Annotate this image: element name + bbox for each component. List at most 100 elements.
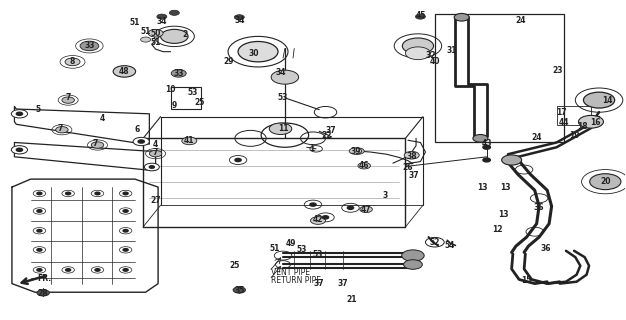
Text: 34: 34 xyxy=(234,16,245,25)
Circle shape xyxy=(123,229,128,232)
Text: 6: 6 xyxy=(134,125,140,134)
Text: 30: 30 xyxy=(249,49,259,58)
Circle shape xyxy=(120,267,132,273)
Text: 52: 52 xyxy=(429,238,440,247)
Text: 3: 3 xyxy=(382,190,387,200)
Text: 1: 1 xyxy=(309,144,314,153)
Text: 37: 37 xyxy=(337,279,348,288)
Circle shape xyxy=(454,13,469,21)
Text: 33: 33 xyxy=(173,69,184,78)
Text: 53: 53 xyxy=(297,245,307,254)
Text: 28: 28 xyxy=(38,289,48,298)
Circle shape xyxy=(91,142,104,148)
Text: 4: 4 xyxy=(100,114,105,123)
Circle shape xyxy=(33,190,46,197)
Text: 25: 25 xyxy=(230,261,240,270)
Text: 17: 17 xyxy=(557,108,567,117)
Text: 54: 54 xyxy=(444,241,454,250)
Text: 7: 7 xyxy=(58,124,63,132)
Circle shape xyxy=(310,203,316,206)
Bar xyxy=(171,87,200,109)
Text: 11: 11 xyxy=(278,124,288,132)
Circle shape xyxy=(483,158,490,162)
Circle shape xyxy=(120,208,132,214)
Text: 4: 4 xyxy=(153,140,158,149)
Text: 31: 31 xyxy=(446,45,457,55)
Circle shape xyxy=(120,228,132,234)
Circle shape xyxy=(161,29,188,44)
Circle shape xyxy=(578,116,603,128)
Circle shape xyxy=(347,206,354,209)
Circle shape xyxy=(172,69,186,77)
Text: 15: 15 xyxy=(521,276,532,285)
Circle shape xyxy=(269,123,292,134)
Text: 9: 9 xyxy=(172,101,177,110)
Circle shape xyxy=(145,163,160,171)
Text: 37: 37 xyxy=(314,279,324,288)
Text: 45: 45 xyxy=(415,12,426,20)
Text: 51: 51 xyxy=(130,18,140,27)
Text: 35: 35 xyxy=(234,286,245,295)
Text: 13: 13 xyxy=(478,183,488,192)
Text: 44: 44 xyxy=(559,118,569,127)
Text: 37: 37 xyxy=(325,126,336,135)
Text: 51: 51 xyxy=(140,28,151,36)
Text: 7: 7 xyxy=(66,93,71,102)
Text: 20: 20 xyxy=(600,177,610,186)
Circle shape xyxy=(148,29,163,37)
Circle shape xyxy=(238,42,278,62)
Circle shape xyxy=(583,92,615,108)
Circle shape xyxy=(37,229,42,232)
Circle shape xyxy=(120,247,132,253)
Text: 53: 53 xyxy=(278,93,288,102)
Circle shape xyxy=(349,148,362,154)
Text: 48: 48 xyxy=(119,67,130,76)
Text: 19: 19 xyxy=(569,131,579,140)
Circle shape xyxy=(133,137,150,146)
Text: 43: 43 xyxy=(481,139,492,148)
Text: 47: 47 xyxy=(361,205,371,214)
Circle shape xyxy=(590,174,621,190)
Circle shape xyxy=(402,250,424,261)
Circle shape xyxy=(123,192,128,195)
Text: 18: 18 xyxy=(578,122,588,131)
Circle shape xyxy=(33,247,46,253)
Text: 24: 24 xyxy=(531,132,542,141)
Circle shape xyxy=(233,287,245,293)
Text: 46: 46 xyxy=(359,161,369,170)
Text: 12: 12 xyxy=(492,225,503,234)
Circle shape xyxy=(403,38,434,54)
Circle shape xyxy=(66,192,71,195)
Text: 42: 42 xyxy=(313,215,323,224)
Text: 36: 36 xyxy=(534,203,545,212)
Circle shape xyxy=(37,210,42,212)
Circle shape xyxy=(66,269,71,271)
Text: 40: 40 xyxy=(429,57,440,66)
Circle shape xyxy=(404,151,419,159)
Text: 2: 2 xyxy=(182,30,188,39)
Circle shape xyxy=(138,140,145,143)
Circle shape xyxy=(11,146,28,154)
Text: 50: 50 xyxy=(150,29,161,38)
Text: 13: 13 xyxy=(500,183,511,192)
Circle shape xyxy=(91,267,104,273)
Circle shape xyxy=(322,216,329,219)
Circle shape xyxy=(271,70,299,84)
Text: 37: 37 xyxy=(409,171,419,180)
Circle shape xyxy=(37,290,49,296)
Circle shape xyxy=(113,66,136,77)
Text: 51: 51 xyxy=(269,244,279,253)
Text: 51: 51 xyxy=(150,38,161,47)
Text: 33: 33 xyxy=(84,41,95,51)
Text: FR.: FR. xyxy=(37,274,51,283)
Circle shape xyxy=(62,267,74,273)
Circle shape xyxy=(123,269,128,271)
Text: 49: 49 xyxy=(286,239,296,248)
Text: 7: 7 xyxy=(93,139,98,148)
Text: 16: 16 xyxy=(590,118,600,127)
Circle shape xyxy=(33,208,46,214)
Circle shape xyxy=(234,15,244,20)
Circle shape xyxy=(404,260,423,269)
Circle shape xyxy=(62,190,74,197)
Circle shape xyxy=(62,97,74,103)
